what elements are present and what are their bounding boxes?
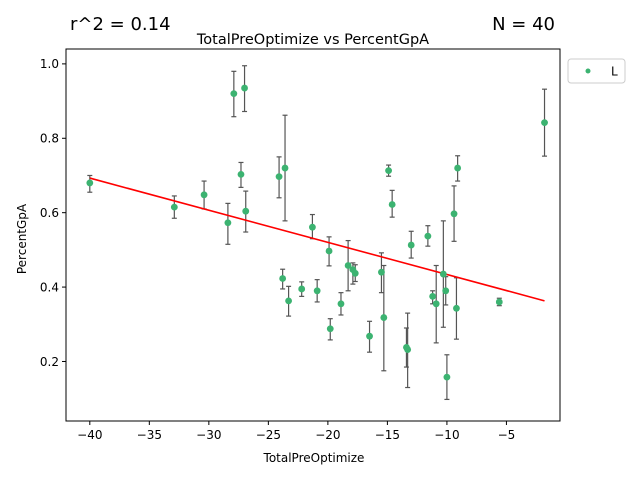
data-point [404,346,412,353]
data-point [454,164,462,172]
y-tick-label: 0.6 [40,206,59,220]
x-tick-label: −15 [375,428,400,442]
x-tick-label: −30 [196,428,221,442]
data-point [326,325,334,333]
data-point [281,164,289,172]
x-tick-label: −25 [256,428,281,442]
data-points [86,84,548,381]
data-point [200,191,208,199]
data-point [313,287,321,295]
data-point [541,119,548,127]
data-point [450,210,458,218]
data-point [351,269,359,277]
x-axis-label: TotalPreOptimize [263,451,365,465]
x-tick-label: −10 [434,428,459,442]
data-point [443,373,451,381]
data-point [344,262,352,269]
data-point [86,179,94,187]
data-point [242,207,250,215]
y-axis-label: PercentGpA [15,203,29,274]
data-point [298,285,306,293]
x-tick-label: −35 [137,428,162,442]
data-point [378,268,385,276]
y-tick-label: 0.8 [40,132,59,146]
data-point [495,298,503,306]
data-point [432,300,440,308]
y-axis-ticks: 0.2 0.4 0.6 0.8 1.0 [40,57,66,369]
fit-line-group [89,177,545,302]
data-point [385,167,392,175]
data-point [309,223,316,231]
data-point [170,203,178,211]
x-tick-label: −20 [315,428,340,442]
legend-marker [585,68,591,74]
data-point [407,241,415,249]
x-tick-label: −40 [77,428,102,442]
regression-line [89,177,545,302]
y-tick-label: 1.0 [40,57,59,71]
legend-label: L [611,65,618,79]
x-tick-label: −5 [498,428,516,442]
x-axis-ticks: −40 −35 −30 −25 −20 −15 −10 −5 [77,421,515,442]
sample-size-label: N = 40 [492,14,555,35]
data-point [388,201,396,208]
data-point [237,170,245,178]
data-point [424,232,432,240]
y-tick-label: 0.4 [40,280,59,294]
r-squared-label: r^2 = 0.14 [70,14,171,35]
data-point [439,270,447,278]
legend: L [567,58,626,84]
data-point [453,304,460,312]
data-point [325,247,333,255]
data-point [224,219,232,227]
data-point [366,332,373,340]
data-point [442,287,450,295]
data-point [380,314,388,321]
chart-title: TotalPreOptimize vs PercentGpA [196,32,429,48]
data-point [429,292,437,300]
data-point [230,90,238,98]
data-point [275,173,283,180]
data-point [279,275,287,282]
data-point [337,300,345,308]
y-tick-label: 0.2 [40,355,59,369]
plot-frame [65,48,561,422]
data-point [241,84,248,92]
legend-box [567,58,626,84]
data-point [285,297,292,305]
